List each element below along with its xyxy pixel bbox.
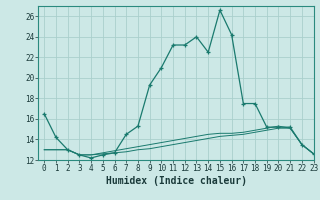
X-axis label: Humidex (Indice chaleur): Humidex (Indice chaleur) — [106, 176, 246, 186]
